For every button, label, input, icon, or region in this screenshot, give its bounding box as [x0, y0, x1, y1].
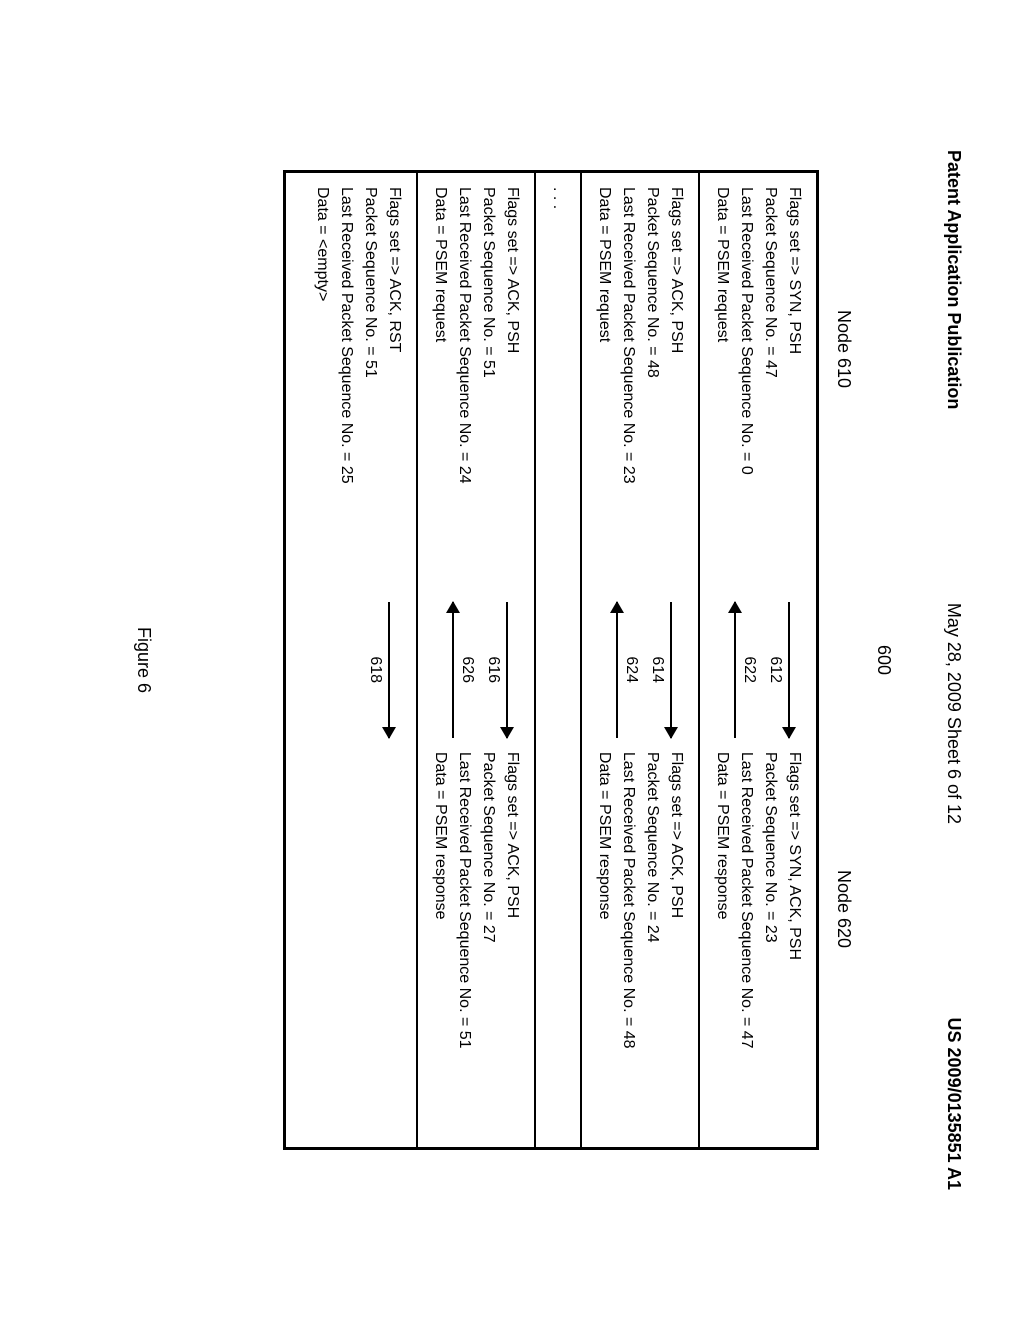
arrow-number: 614 [648, 654, 666, 685]
text-line: Data = PSEM response [710, 752, 734, 1133]
arrow-head-right-icon [782, 727, 796, 739]
text-line: Packet Sequence No. = 48 [640, 187, 664, 588]
text-line: Data = PSEM request [710, 187, 734, 588]
text-line: Packet Sequence No. = 51 [358, 187, 382, 588]
text-line: Packet Sequence No. = 23 [758, 752, 782, 1133]
text-line: Packet Sequence No. = 47 [758, 187, 782, 588]
text-line: Last Received Packet Sequence No. = 0 [734, 187, 758, 588]
arrow-cell [536, 602, 580, 738]
arrow-cell: 614 624 [582, 602, 698, 738]
text-line: Data = PSEM request [592, 187, 616, 588]
diagram-table: Flags set => SYN, PSH Packet Sequence No… [283, 170, 819, 1150]
arrow-cell: 616 626 [418, 602, 534, 738]
arrow-line [452, 602, 454, 738]
left-cell: Flags set => ACK, PSH Packet Sequence No… [582, 173, 698, 602]
arrow-line [616, 602, 618, 738]
header-center: May 28, 2009 Sheet 6 of 12 [943, 603, 964, 824]
node-left-label: Node 610 [833, 310, 854, 388]
arrow-number: 618 [366, 654, 384, 685]
text-line: Last Received Packet Sequence No. = 51 [452, 752, 476, 1133]
arrow-line [788, 602, 790, 738]
text-line: Flags set => ACK, PSH [500, 187, 524, 588]
table-row: Flags set => SYN, PSH Packet Sequence No… [698, 173, 816, 1147]
ellipsis-cell: . . . [536, 173, 580, 602]
text-line: Last Received Packet Sequence No. = 23 [616, 187, 640, 588]
text-line: Packet Sequence No. = 24 [640, 752, 664, 1133]
header-left: Patent Application Publication [943, 150, 964, 409]
text-line: Flags set => SYN, PSH [782, 187, 806, 588]
text-line: Last Received Packet Sequence No. = 47 [734, 752, 758, 1133]
text-line: Flags set => ACK, RST [382, 187, 406, 588]
arrow-line [670, 602, 672, 738]
left-cell: Flags set => ACK, RST Packet Sequence No… [286, 173, 416, 602]
arrow-head-left-icon [728, 601, 742, 613]
arrow-head-left-icon [610, 601, 624, 613]
arrow-cell: 612 622 [700, 602, 816, 738]
text-line: Packet Sequence No. = 51 [476, 187, 500, 588]
table-row: Flags set => ACK, PSH Packet Sequence No… [416, 173, 534, 1147]
text-line: Data = PSEM request [428, 187, 452, 588]
text-line: Packet Sequence No. = 27 [476, 752, 500, 1133]
text-line: Flags set => SYN, ACK, PSH [782, 752, 806, 1133]
right-cell: Flags set => ACK, PSH Packet Sequence No… [582, 738, 698, 1147]
right-cell [536, 738, 580, 1147]
header-row: Patent Application Publication May 28, 2… [943, 0, 964, 1320]
arrow-number: 622 [740, 654, 758, 685]
figure-number-top: 600 [873, 645, 894, 675]
arrow-head-right-icon [664, 727, 678, 739]
arrow-line [734, 602, 736, 738]
page-container: Patent Application Publication May 28, 2… [0, 0, 1024, 1320]
table-row-ellipsis: . . . [534, 173, 580, 1147]
text-line: Last Received Packet Sequence No. = 25 [334, 187, 358, 588]
figure-caption: Figure 6 [133, 627, 154, 693]
arrow-number: 626 [458, 654, 476, 685]
arrow-number: 624 [622, 654, 640, 685]
right-cell: Flags set => ACK, PSH Packet Sequence No… [418, 738, 534, 1147]
text-line: Flags set => ACK, PSH [500, 752, 524, 1133]
text-line: Flags set => ACK, PSH [664, 187, 688, 588]
text-line: Last Received Packet Sequence No. = 24 [452, 187, 476, 588]
arrow-head-left-icon [446, 601, 460, 613]
arrow-head-right-icon [500, 727, 514, 739]
header-right: US 2009/0135851 A1 [943, 1018, 964, 1190]
arrow-number: 616 [484, 654, 502, 685]
node-right-label: Node 620 [833, 870, 854, 948]
left-cell: Flags set => ACK, PSH Packet Sequence No… [418, 173, 534, 602]
table-row: Flags set => ACK, PSH Packet Sequence No… [580, 173, 698, 1147]
text-line: Flags set => ACK, PSH [664, 752, 688, 1133]
arrow-cell: 618 [286, 602, 416, 738]
text-line: Data = PSEM response [592, 752, 616, 1133]
text-line: Last Received Packet Sequence No. = 48 [616, 752, 640, 1133]
right-cell [286, 738, 416, 1147]
arrow-line [388, 602, 390, 738]
left-cell: Flags set => SYN, PSH Packet Sequence No… [700, 173, 816, 602]
arrow-line [506, 602, 508, 738]
right-cell: Flags set => SYN, ACK, PSH Packet Sequen… [700, 738, 816, 1147]
arrow-head-right-icon [382, 727, 396, 739]
text-line: Data = PSEM response [428, 752, 452, 1133]
text-line: Data = <empty> [310, 187, 334, 588]
table-row: Flags set => ACK, RST Packet Sequence No… [286, 173, 416, 1147]
arrow-number: 612 [766, 654, 784, 685]
